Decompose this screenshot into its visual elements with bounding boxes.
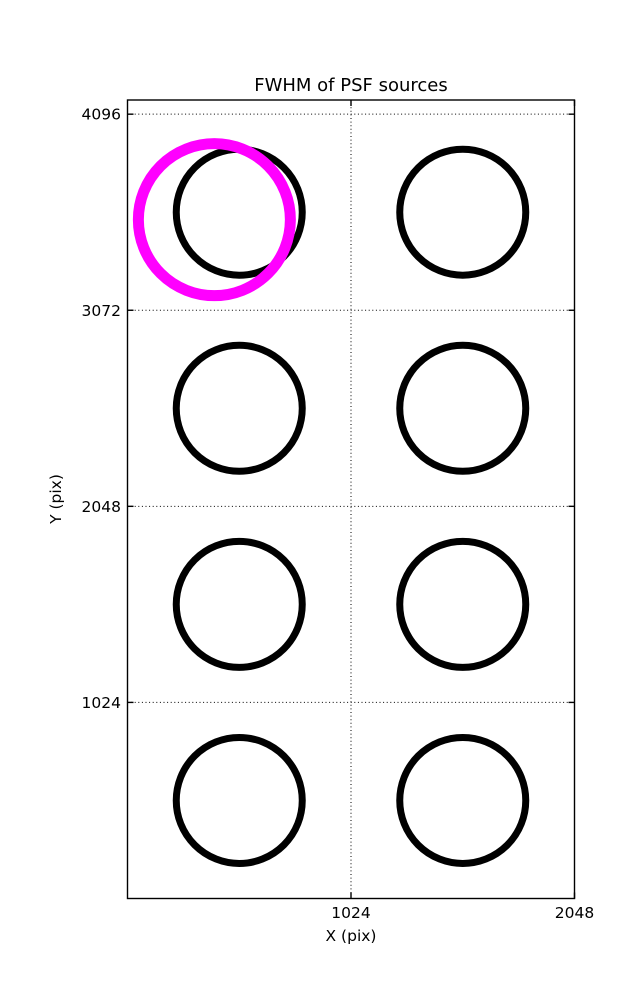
x-tick-label: 1024 xyxy=(331,904,370,922)
psf-source-marker xyxy=(396,733,530,867)
y-tick-label: 1024 xyxy=(82,694,121,712)
axis-ticks xyxy=(127,100,576,899)
y-tick-label: 3072 xyxy=(82,302,121,320)
highlighted-source-marker xyxy=(132,138,296,302)
y-tick-label: 2048 xyxy=(82,498,121,516)
psf-source-marker xyxy=(396,341,530,475)
psf-source-marker xyxy=(396,145,530,279)
gridlines xyxy=(127,100,575,899)
psf-source-marker xyxy=(172,537,306,671)
psf-markers xyxy=(132,138,530,867)
psf-source-marker xyxy=(172,733,306,867)
tick-labels: 1024 2048 1024 2048 3072 4096 xyxy=(82,106,595,922)
psf-source-marker xyxy=(172,341,306,475)
x-tick-label: 2048 xyxy=(555,904,594,922)
chart-title: FWHM of PSF sources xyxy=(254,75,448,96)
y-tick-label: 4096 xyxy=(82,106,121,124)
x-axis-label: X (pix) xyxy=(326,927,377,945)
y-axis-label: Y (pix) xyxy=(47,474,65,525)
psf-source-marker xyxy=(396,537,530,671)
